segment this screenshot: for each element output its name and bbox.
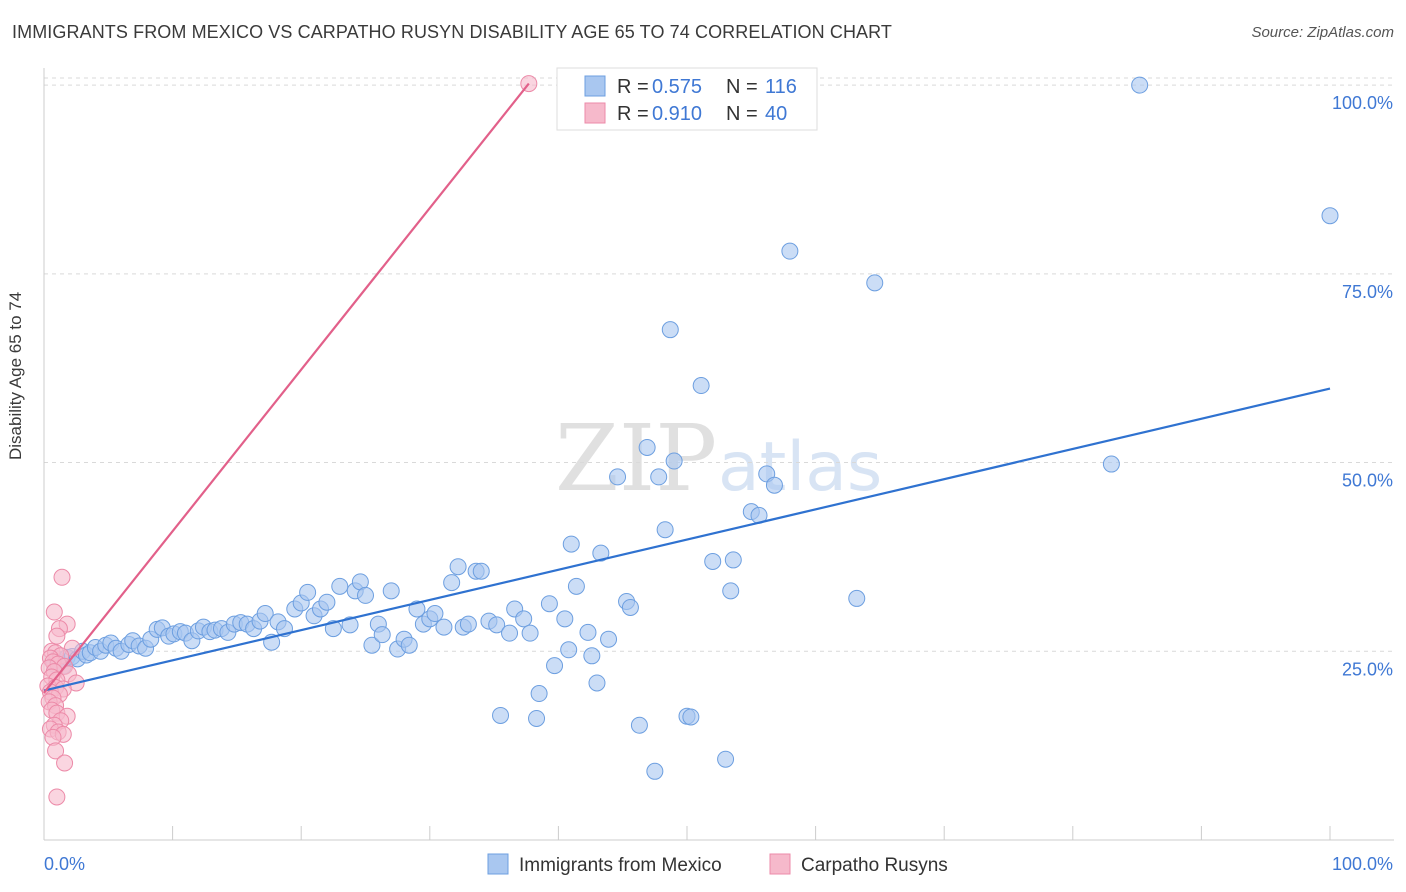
data-point-blue (299, 583, 317, 601)
trend-line-blue (43, 387, 1331, 692)
bottom-legend: Immigrants from Mexico Carpatho Rusyns (487, 853, 948, 876)
data-point-blue (682, 708, 700, 726)
data-point-blue (665, 452, 683, 470)
data-point-blue (373, 626, 391, 644)
trend-line-pink (43, 82, 530, 694)
legend-swatch (584, 75, 606, 97)
data-point-blue (621, 598, 639, 616)
data-point-blue (459, 615, 477, 633)
legend-r-label: R = (617, 76, 649, 98)
data-point-blue (583, 647, 601, 665)
data-point-blue (546, 657, 564, 675)
data-point-blue (515, 610, 533, 628)
watermark-atlas: atlas (718, 428, 882, 507)
data-point-blue (400, 636, 418, 654)
bottom-legend-label: Immigrants from Mexico (519, 855, 722, 876)
data-point-blue (1321, 207, 1339, 225)
data-point-pink (48, 788, 66, 806)
data-point-blue (528, 709, 546, 727)
legend-r-label: R = (617, 103, 649, 125)
legend-n-value: 116 (765, 76, 797, 98)
data-point-blue (449, 558, 467, 576)
bottom-legend-swatch (769, 853, 791, 875)
data-point-blue (1131, 76, 1149, 94)
data-point-blue (567, 577, 585, 595)
data-point-blue (600, 630, 618, 648)
chart-title: IMMIGRANTS FROM MEXICO VS CARPATHO RUSYN… (12, 22, 893, 42)
watermark-zip: ZIP (555, 405, 717, 512)
legend-r-value: 0.575 (652, 76, 702, 98)
data-point-blue (661, 321, 679, 339)
data-point-blue (540, 595, 558, 613)
data-point-blue (488, 616, 506, 634)
data-point-blue (722, 582, 740, 600)
data-point-pink (47, 742, 65, 760)
data-point-blue (318, 593, 336, 611)
data-point-blue (1102, 455, 1120, 473)
y-tick-label: 100.0% (1332, 93, 1393, 113)
data-point-blue (472, 562, 490, 580)
data-point-blue (530, 685, 548, 703)
data-point-blue (382, 582, 400, 600)
data-point-blue (724, 551, 742, 569)
data-point-pink (56, 754, 74, 772)
source-credit: Source: ZipAtlas.com (1251, 24, 1394, 41)
data-point-blue (331, 577, 349, 595)
legend-box: R = 0.575 N = 116 R = 0.910 N = 40 (556, 67, 818, 131)
data-point-blue (765, 476, 783, 494)
y-tick-label: 25.0% (1342, 659, 1393, 679)
y-tick-label: 75.0% (1342, 282, 1393, 302)
data-point-blue (656, 521, 674, 539)
data-point-blue (866, 274, 884, 292)
data-point-blue (562, 535, 580, 553)
legend-n-value: 40 (765, 103, 787, 125)
data-point-blue (363, 636, 381, 654)
legend-r-value: 0.910 (652, 103, 702, 125)
data-point-blue (492, 706, 510, 724)
data-point-blue (256, 605, 274, 623)
data-point-blue (650, 468, 668, 486)
data-point-blue (609, 468, 627, 486)
data-point-blue (588, 674, 606, 692)
data-point-blue (592, 544, 610, 562)
data-point-blue (646, 762, 664, 780)
bottom-legend-label: Carpatho Rusyns (801, 855, 948, 876)
data-point-blue (435, 618, 453, 636)
data-point-pink (53, 568, 71, 586)
data-point-pink (48, 627, 66, 645)
data-point-blue (426, 605, 444, 623)
data-point-blue (357, 586, 374, 604)
bottom-legend-swatch (487, 853, 509, 875)
data-point-blue (579, 623, 597, 641)
data-point-pink (45, 603, 63, 621)
legend-n-label: N = (726, 76, 758, 98)
data-point-blue (521, 624, 539, 642)
y-tick-label: 50.0% (1342, 471, 1393, 491)
data-point-blue (692, 377, 710, 395)
legend-swatch (584, 102, 606, 124)
data-point-blue (341, 616, 359, 634)
x-tick-label-max: 100.0% (1332, 854, 1393, 874)
data-point-blue (630, 716, 648, 734)
series-pink (39, 75, 538, 806)
data-point-blue (781, 242, 799, 260)
legend-n-label: N = (726, 103, 758, 125)
data-point-blue (704, 552, 722, 570)
x-tick-label-min: 0.0% (44, 854, 85, 874)
data-point-blue (443, 574, 461, 592)
data-point-blue (848, 589, 866, 607)
data-point-blue (556, 610, 574, 628)
data-point-blue (638, 438, 656, 456)
data-point-blue (560, 641, 578, 659)
data-point-blue (717, 750, 735, 768)
data-point-blue (501, 624, 519, 642)
